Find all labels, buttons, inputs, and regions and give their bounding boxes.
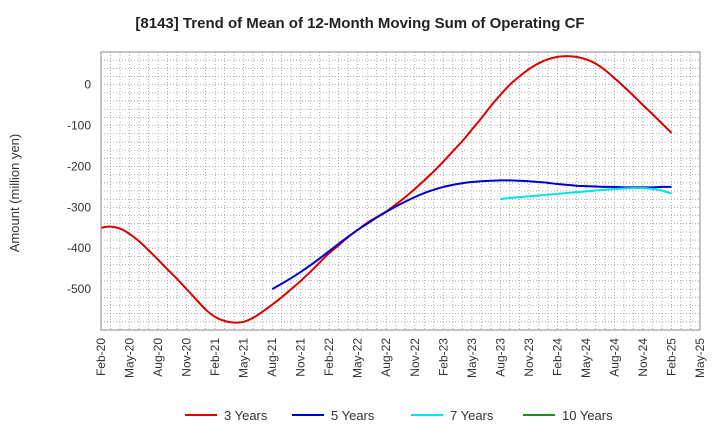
- legend-label: 10 Years: [562, 408, 613, 423]
- y-tick-label: -500: [67, 282, 91, 296]
- x-tick-label: Aug-23: [493, 338, 507, 377]
- plot-area: [101, 52, 700, 330]
- x-tick-label: Feb-22: [322, 338, 336, 376]
- x-tick-label: Feb-20: [94, 338, 108, 376]
- legend-label: 5 Years: [331, 408, 375, 423]
- x-tick-label: Feb-23: [436, 338, 450, 376]
- x-tick-label: Aug-22: [379, 338, 393, 377]
- legend-label: 3 Years: [224, 408, 268, 423]
- x-tick-label: May-21: [237, 338, 251, 378]
- y-tick-label: 0: [84, 78, 91, 92]
- x-tick-label: Nov-24: [636, 338, 650, 377]
- series-layer: [100, 55, 673, 324]
- x-tick-label: May-24: [579, 338, 593, 378]
- legend: 3 Years 5 Years 7 Years 10 Years: [185, 408, 613, 423]
- y-tick-label: -400: [67, 241, 91, 255]
- series-line-5-years: [271, 179, 672, 290]
- x-tick-label: May-25: [693, 338, 707, 378]
- x-tick-label: Feb-25: [664, 338, 678, 376]
- x-tick-label: Nov-23: [522, 338, 536, 377]
- x-tick-label: Nov-20: [180, 338, 194, 377]
- y-tick-label: -200: [67, 159, 91, 173]
- y-axis-label: Amount (million yen): [7, 134, 22, 253]
- series-line-7-years: [500, 187, 672, 201]
- x-tick-label: Nov-21: [294, 338, 308, 377]
- x-tick-label: Feb-21: [208, 338, 222, 376]
- plot-frame: [100, 51, 701, 331]
- x-tick-label: May-22: [351, 338, 365, 378]
- y-tick-label: -300: [67, 200, 91, 214]
- x-tick-label: Aug-24: [607, 338, 621, 377]
- x-tick-label: May-23: [465, 338, 479, 378]
- x-tick-label: Aug-20: [151, 338, 165, 377]
- x-tick-label: Nov-22: [408, 338, 422, 377]
- y-axis-ticks: 0 -100 -200 -300 -400 -500: [67, 78, 91, 296]
- x-tick-label: Feb-24: [550, 338, 564, 376]
- x-axis-ticks: Feb-20 May-20 Aug-20 Nov-20 Feb-21 May-21 Aug-…: [94, 338, 707, 378]
- chart-title: [8143] Trend of Mean of 12-Month Moving …: [135, 15, 584, 32]
- x-tick-label: May-20: [123, 338, 137, 378]
- x-tick-label: Aug-21: [265, 338, 279, 377]
- legend-label: 7 Years: [450, 408, 494, 423]
- y-tick-label: -100: [67, 119, 91, 133]
